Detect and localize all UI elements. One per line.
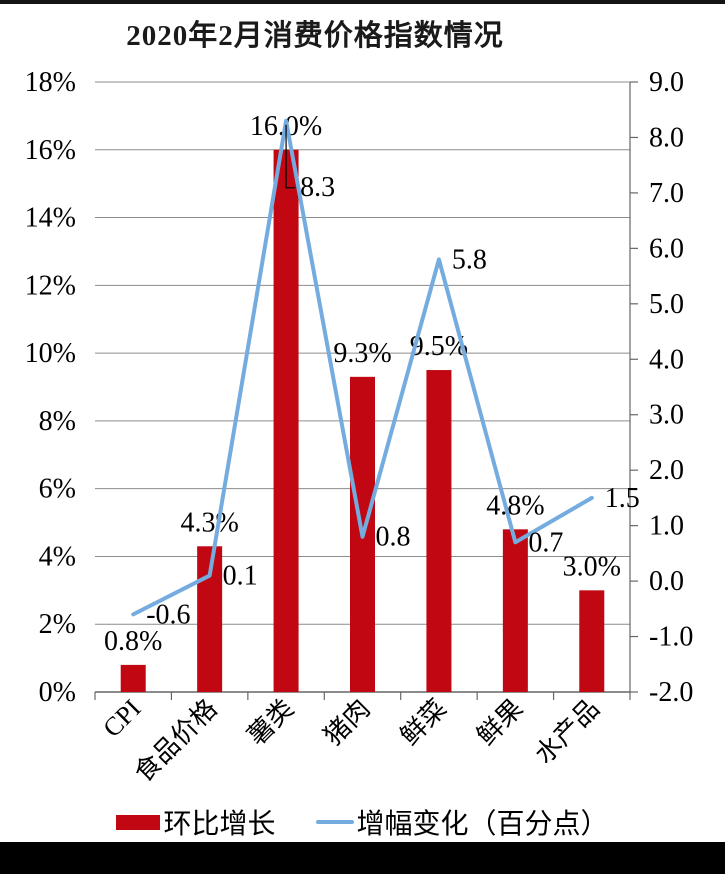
- line-series-label: 增幅变化（百分点）: [356, 809, 609, 840]
- y-axis-left-tick-label: 10%: [25, 338, 76, 369]
- y-axis-right-tick-label: 3.0: [649, 400, 684, 431]
- y-axis-right-tick-label: 5.0: [649, 289, 684, 320]
- y-axis-right-tick-label: 8.0: [649, 122, 684, 153]
- x-axis-category-label: 鲜果: [471, 694, 528, 751]
- legend: 环比增长 增幅变化（百分点）: [95, 802, 630, 842]
- y-axis-left-tick-label: 12%: [25, 270, 76, 301]
- chart-title: 2020年2月消费价格指数情况: [126, 20, 504, 52]
- y-axis-right-tick-label: 4.0: [649, 344, 684, 375]
- y-axis-right-tick-label: 7.0: [649, 178, 684, 209]
- x-axis-category-label: 鲜菜: [395, 694, 452, 751]
- bar-value-label: 9.3%: [333, 338, 391, 369]
- y-axis-left-tick-label: 4%: [39, 541, 76, 572]
- line-series-swatch: [315, 820, 354, 824]
- line-value-label: 8.3: [300, 172, 335, 203]
- y-axis-left-tick-label: 6%: [39, 474, 76, 505]
- y-axis-right-tick-label: -2.0: [649, 677, 693, 708]
- y-axis-left-tick-label: 14%: [25, 203, 76, 234]
- x-axis-category-label: 水产品: [529, 694, 605, 770]
- x-axis-category-label: 薯类: [242, 694, 299, 751]
- line-value-label: 1.5: [605, 483, 640, 514]
- y-axis-right-tick-label: -1.0: [649, 622, 693, 653]
- bar-value-label: 4.8%: [486, 490, 544, 521]
- y-axis-right-tick-label: 1.0: [649, 511, 684, 542]
- y-axis-left-tick-label: 2%: [39, 609, 76, 640]
- y-axis-right-tick-label: 2.0: [649, 455, 684, 486]
- y-axis-left-tick-label: 18%: [25, 67, 76, 98]
- line-series: [131, 118, 594, 617]
- bottom-border-bar: [0, 842, 725, 874]
- x-axis-category-label: 猪肉: [318, 694, 375, 751]
- line-value-label: 0.1: [223, 561, 258, 592]
- bar-series-swatch: [116, 814, 161, 830]
- label-leader-line: [285, 124, 296, 189]
- x-axis-category-label: CPI: [97, 694, 146, 743]
- legend-item-bar-series: 环比增长: [116, 802, 276, 842]
- line-value-label: 5.8: [452, 244, 487, 275]
- bar-value-label: 4.3%: [180, 507, 238, 538]
- y-axis-right-tick-label: 6.0: [649, 233, 684, 264]
- bar-CPI: [120, 664, 146, 692]
- bar-鲜果: [502, 529, 528, 692]
- y-axis-left-tick-label: 8%: [39, 406, 76, 437]
- x-axis-category-label: 食品价格: [129, 694, 223, 788]
- line-value-label: 0.7: [528, 527, 563, 558]
- bar-薯类: [273, 149, 299, 692]
- top-border-bar: [0, 0, 725, 4]
- line-value-label: -0.6: [146, 599, 190, 630]
- y-axis-right-tick-label: 0.0: [649, 566, 684, 597]
- bar-series-label: 环比增长: [163, 809, 276, 840]
- y-axis-left-tick-label: 16%: [25, 135, 76, 166]
- y-axis-left-tick-label: 0%: [39, 677, 76, 708]
- line-value-label: 0.8: [376, 522, 411, 553]
- bar-value-label: 0.8%: [104, 626, 162, 657]
- bar-value-label: 3.0%: [563, 551, 621, 582]
- bar-水产品: [579, 590, 605, 692]
- bar-鲜菜: [426, 370, 452, 692]
- legend-item-line-series: 增幅变化（百分点）: [315, 802, 609, 842]
- y-axis-right-tick-label: 9.0: [649, 67, 684, 98]
